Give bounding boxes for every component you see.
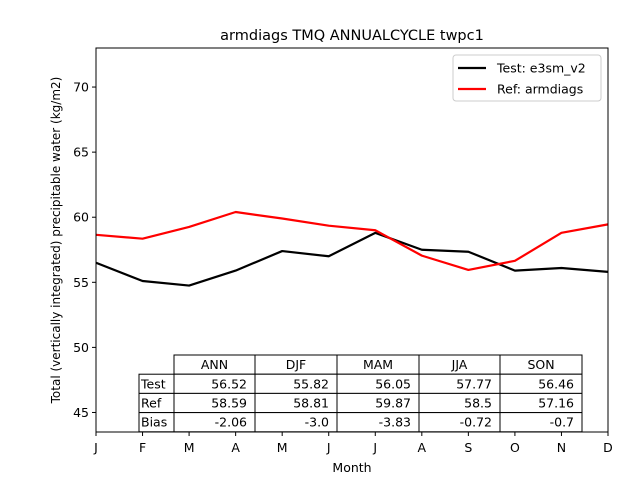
x-tick-label: A [231, 440, 240, 455]
legend: Test: e3sm_v2 Ref: armdiags [452, 54, 602, 102]
table-cell-value: 56.46 [538, 376, 574, 391]
table-cell-value: 57.77 [456, 376, 492, 391]
y-axis-label: Total (vertically integrated) precipitab… [49, 77, 63, 405]
x-tick-label: J [326, 440, 331, 455]
table-cell-value: 58.81 [293, 396, 329, 411]
table-cell-value: -3.0 [305, 415, 329, 430]
table-cell-value: 56.05 [375, 376, 411, 391]
summary-table: ANN DJF MAM JJA SON Test 56.52 55.82 56.05 57.77 5… [138, 354, 583, 433]
table-cell-value: 55.82 [293, 376, 329, 391]
series-layer [95, 210, 609, 287]
table-cell-value: -0.72 [460, 415, 492, 430]
y-tick-label: 45 [73, 405, 89, 420]
x-axis-label: Month [332, 460, 371, 475]
table-cell-value: 57.16 [538, 396, 574, 411]
table-row-label: Test [140, 376, 166, 391]
table-header-label: ANN [201, 357, 228, 372]
table-cell-value: 58.59 [211, 396, 247, 411]
chart-title: armdiags TMQ ANNUALCYCLE twpc1 [220, 28, 484, 44]
table-header-label: JJA [451, 357, 468, 372]
y-tick-label: 65 [73, 145, 89, 160]
x-tick-label: N [557, 440, 566, 455]
x-tick-label: F [139, 440, 146, 455]
x-tick-label: A [418, 440, 427, 455]
y-tick-label: 70 [73, 80, 89, 95]
table-header-label: DJF [286, 357, 307, 372]
y-tick-label: 55 [73, 275, 89, 290]
table-cell-value: 58.5 [464, 396, 492, 411]
table-cell-value: 59.87 [375, 396, 411, 411]
legend-label: Ref: armdiags [497, 82, 583, 97]
x-tick-label: O [510, 440, 520, 455]
y-tick-label: 60 [73, 210, 89, 225]
table-header-label: MAM [363, 357, 393, 372]
y-axis: 45 50 55 60 65 70 [73, 80, 96, 420]
table-cell-value: -0.7 [550, 415, 574, 430]
legend-label: Test: e3sm_v2 [496, 61, 586, 76]
x-tick-label: J [372, 440, 377, 455]
x-tick-label: S [464, 440, 472, 455]
legend-box [452, 54, 602, 102]
table-row-label: Bias [141, 415, 167, 430]
axes-frame [95, 47, 609, 433]
x-tick-label: M [184, 440, 195, 455]
x-tick-label: M [277, 440, 288, 455]
plot-area: ANN DJF MAM JJA SON Test 56.52 55.82 56.05 57.77 5… [95, 47, 609, 433]
table-cell-value: -3.83 [379, 415, 411, 430]
x-tick-label: J [93, 440, 98, 455]
table-cell-value: 56.52 [211, 376, 247, 391]
table-row-label: Ref [141, 396, 162, 411]
table-header-label: SON [527, 357, 554, 372]
series-line-test-e3sm-v2 [95, 231, 609, 287]
y-tick-label: 50 [73, 340, 89, 355]
table-cell-value: -2.06 [215, 415, 247, 430]
series-line-ref-armdiags [95, 210, 609, 272]
x-tick-label: D [603, 440, 613, 455]
